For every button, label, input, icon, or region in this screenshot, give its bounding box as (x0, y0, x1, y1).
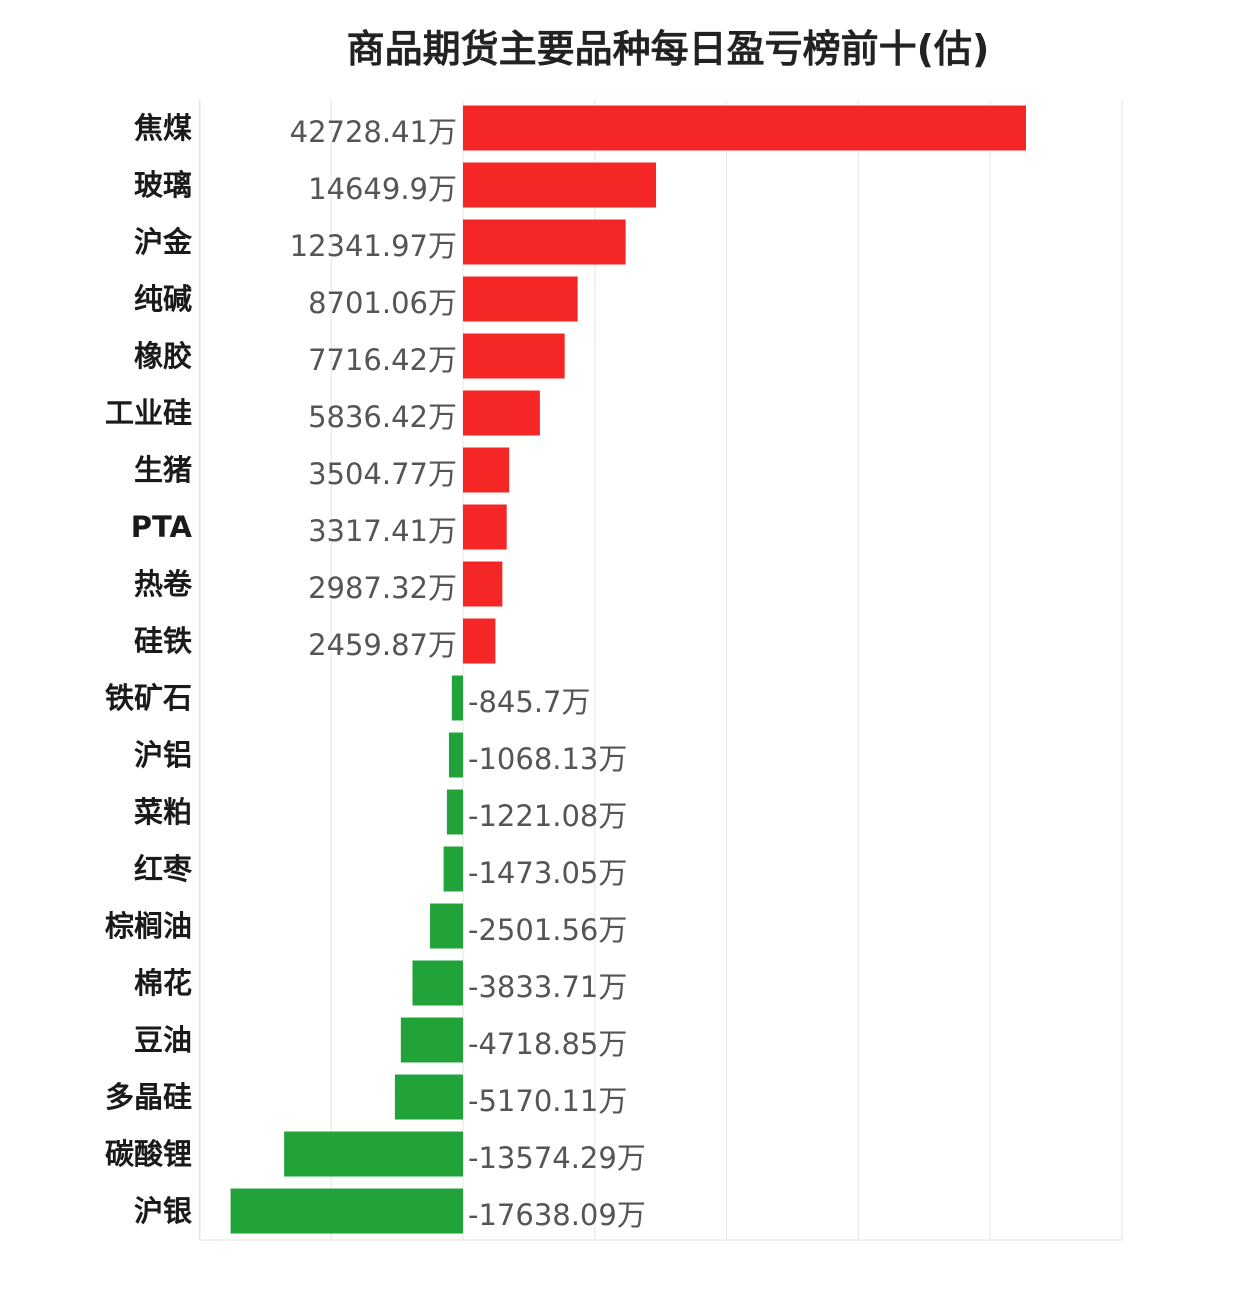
category-label: 生猪 (134, 453, 192, 487)
value-label: -845.7万 (468, 685, 591, 719)
value-label: -4718.85万 (468, 1027, 627, 1061)
category-label: 焦煤 (134, 111, 192, 145)
value-label: -1221.08万 (468, 799, 627, 833)
category-label: 棕榈油 (105, 909, 192, 943)
bar-positive (463, 276, 578, 322)
category-label: 沪金 (134, 225, 193, 259)
value-label: -5170.11万 (468, 1084, 627, 1118)
value-label: 8701.06万 (308, 286, 457, 320)
bars (230, 105, 1026, 1234)
bar-negative (230, 1188, 463, 1234)
bar-negative (400, 1017, 463, 1063)
bar-negative (443, 846, 463, 892)
bar-positive (463, 333, 565, 379)
category-label: 多晶硅 (105, 1080, 192, 1114)
chart-title: 商品期货主要品种每日盈亏榜前十(估) (346, 27, 990, 71)
value-label: 12341.97万 (290, 229, 457, 263)
value-labels: 42728.41万 14649.9万 12341.97万 8701.06万 7716.4… (290, 115, 646, 1232)
bar-negative (446, 789, 463, 835)
category-label: 纯碱 (134, 282, 192, 316)
bar-negative (284, 1131, 463, 1177)
value-label: 14649.9万 (308, 172, 457, 206)
bar-positive (463, 390, 540, 436)
category-label: 热卷 (134, 567, 193, 601)
gridlines (198, 100, 1123, 1241)
bar-negative (412, 960, 463, 1006)
category-label: 硅铁 (134, 624, 192, 658)
bar-positive (463, 618, 496, 664)
bar-positive (463, 504, 507, 550)
bar-negative (430, 903, 463, 949)
bar-positive (463, 219, 626, 265)
value-label: 2459.87万 (308, 628, 457, 662)
value-label: 7716.42万 (308, 343, 457, 377)
category-label: 铁矿石 (105, 681, 192, 715)
value-label: -3833.71万 (468, 970, 627, 1004)
bar-negative (448, 732, 463, 778)
value-label: 5836.42万 (308, 400, 457, 434)
bar-negative (394, 1074, 463, 1120)
bar-positive (463, 561, 503, 607)
category-label: 沪银 (134, 1194, 192, 1228)
category-label: 沪铝 (134, 738, 192, 772)
bar-positive (463, 105, 1026, 151)
category-label: 红枣 (134, 852, 193, 886)
category-label: PTA (131, 510, 193, 544)
category-label: 工业硅 (105, 396, 192, 430)
bar-positive (463, 162, 657, 208)
value-label: -17638.09万 (468, 1198, 646, 1232)
category-label: 橡胶 (134, 339, 192, 373)
category-label: 玻璃 (134, 168, 192, 202)
category-label: 豆油 (134, 1023, 192, 1057)
category-label: 菜粕 (134, 795, 192, 829)
bar-positive (463, 447, 510, 493)
value-label: -1473.05万 (468, 856, 627, 890)
value-label: -2501.56万 (468, 913, 627, 947)
category-label: 碳酸锂 (105, 1137, 192, 1171)
value-label: 2987.32万 (308, 571, 457, 605)
value-label: -1068.13万 (468, 742, 627, 776)
value-label: 3504.77万 (308, 457, 457, 491)
value-label: 42728.41万 (290, 115, 457, 149)
value-label: 3317.41万 (308, 514, 457, 548)
category-label: 棉花 (134, 966, 192, 1000)
value-label: -13574.29万 (468, 1141, 646, 1175)
bar-negative (451, 675, 463, 721)
